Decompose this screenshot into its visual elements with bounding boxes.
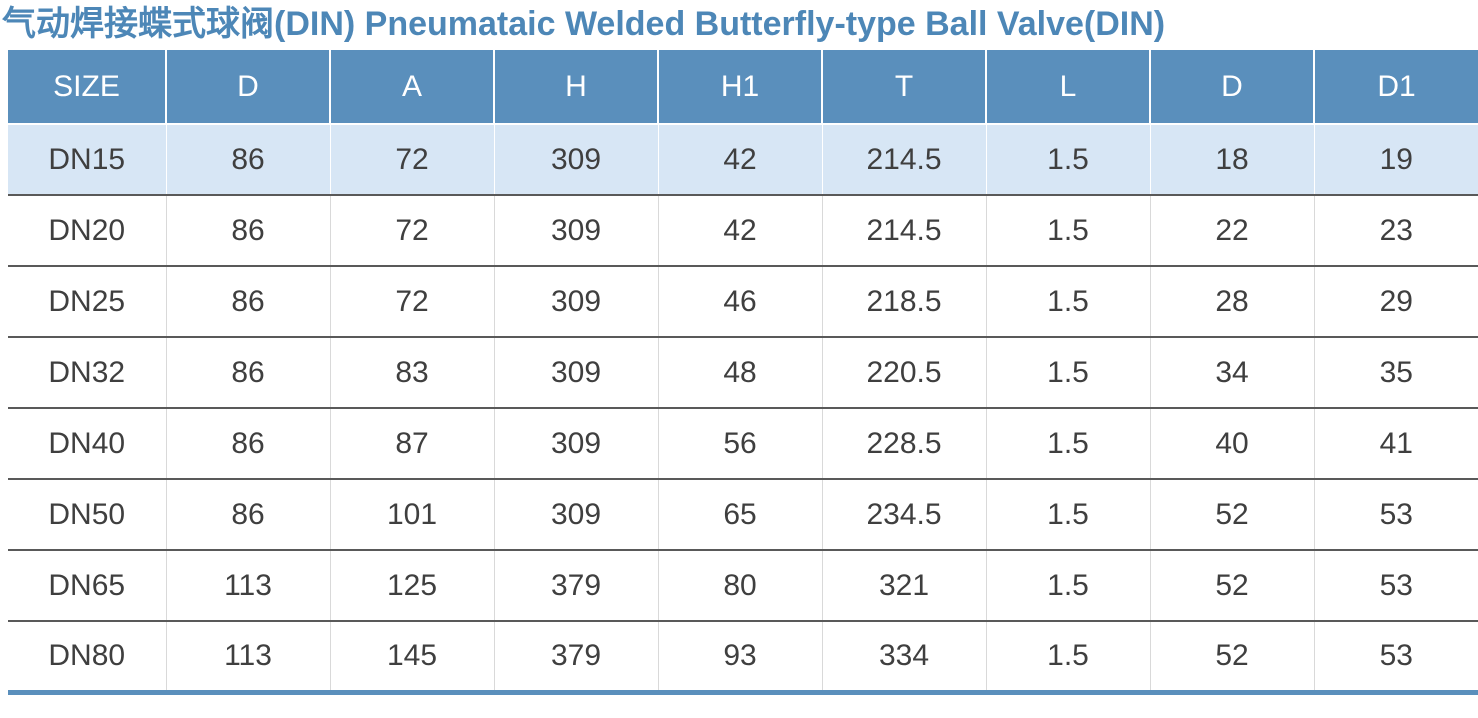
value-cell: 23: [1313, 194, 1478, 267]
value-cell: 234.5: [821, 478, 986, 551]
table-row: DN40 86 87 309 56 228.5 1.5 40 41: [8, 407, 1478, 480]
value-cell: 80: [657, 549, 822, 622]
page: 气动焊接蝶式球阀(DIN) Pneumataic Welded Butterfl…: [2, 5, 1478, 695]
value-cell: 1.5: [985, 620, 1150, 693]
value-cell: 1.5: [985, 265, 1150, 338]
size-cell: DN50: [8, 478, 166, 551]
header-cell-d1: D1: [1313, 50, 1478, 126]
value-cell: 34: [1149, 336, 1314, 409]
value-cell: 321: [821, 549, 986, 622]
header-cell-t: T: [821, 50, 986, 126]
value-cell: 334: [821, 620, 986, 693]
value-cell: 93: [657, 620, 822, 693]
value-cell: 46: [657, 265, 822, 338]
value-cell: 101: [329, 478, 494, 551]
table-row: DN25 86 72 309 46 218.5 1.5 28 29: [8, 265, 1478, 338]
size-cell: DN32: [8, 336, 166, 409]
header-cell-a: A: [329, 50, 494, 126]
value-cell: 19: [1313, 124, 1478, 196]
value-cell: 379: [493, 549, 658, 622]
table-header: SIZE D A H H1 T L D D1: [8, 50, 1478, 126]
size-cell: DN15: [8, 124, 166, 196]
value-cell: 72: [329, 124, 494, 196]
value-cell: 86: [165, 265, 330, 338]
size-cell: DN20: [8, 194, 166, 267]
value-cell: 1.5: [985, 124, 1150, 196]
value-cell: 379: [493, 620, 658, 693]
value-cell: 87: [329, 407, 494, 480]
value-cell: 28: [1149, 265, 1314, 338]
value-cell: 18: [1149, 124, 1314, 196]
header-cell-l: L: [985, 50, 1150, 126]
value-cell: 72: [329, 265, 494, 338]
value-cell: 145: [329, 620, 494, 693]
size-cell: DN25: [8, 265, 166, 338]
size-cell: DN40: [8, 407, 166, 480]
value-cell: 42: [657, 124, 822, 196]
header-cell-h: H: [493, 50, 658, 126]
value-cell: 1.5: [985, 549, 1150, 622]
value-cell: 1.5: [985, 194, 1150, 267]
value-cell: 1.5: [985, 478, 1150, 551]
value-cell: 29: [1313, 265, 1478, 338]
value-cell: 309: [493, 407, 658, 480]
table-row: DN15 86 72 309 42 214.5 1.5 18 19: [8, 124, 1478, 196]
value-cell: 309: [493, 478, 658, 551]
value-cell: 53: [1313, 478, 1478, 551]
value-cell: 309: [493, 336, 658, 409]
value-cell: 42: [657, 194, 822, 267]
page-title: 气动焊接蝶式球阀(DIN) Pneumataic Welded Butterfl…: [2, 5, 1166, 43]
size-cell: DN65: [8, 549, 166, 622]
value-cell: 22: [1149, 194, 1314, 267]
table-body: DN15 86 72 309 42 214.5 1.5 18 19 DN20 86 72 309 42 21…: [8, 124, 1478, 693]
size-cell: DN80: [8, 620, 166, 693]
header-cell-size: SIZE: [8, 50, 166, 126]
value-cell: 53: [1313, 620, 1478, 693]
value-cell: 41: [1313, 407, 1478, 480]
value-cell: 125: [329, 549, 494, 622]
table-row: DN32 86 83 309 48 220.5 1.5 34 35: [8, 336, 1478, 409]
value-cell: 48: [657, 336, 822, 409]
value-cell: 56: [657, 407, 822, 480]
value-cell: 220.5: [821, 336, 986, 409]
value-cell: 86: [165, 478, 330, 551]
table-row: DN50 86 101 309 65 234.5 1.5 52 53: [8, 478, 1478, 551]
value-cell: 228.5: [821, 407, 986, 480]
value-cell: 214.5: [821, 124, 986, 196]
value-cell: 309: [493, 265, 658, 338]
value-cell: 309: [493, 194, 658, 267]
value-cell: 83: [329, 336, 494, 409]
value-cell: 52: [1149, 620, 1314, 693]
value-cell: 309: [493, 124, 658, 196]
table-row: DN20 86 72 309 42 214.5 1.5 22 23: [8, 194, 1478, 267]
value-cell: 86: [165, 194, 330, 267]
value-cell: 40: [1149, 407, 1314, 480]
table-row: DN65 113 125 379 80 321 1.5 52 53: [8, 549, 1478, 622]
table-row: DN80 113 145 379 93 334 1.5 52 53: [8, 620, 1478, 693]
header-cell-d: D: [165, 50, 330, 126]
value-cell: 218.5: [821, 265, 986, 338]
value-cell: 113: [165, 549, 330, 622]
value-cell: 1.5: [985, 407, 1150, 480]
spec-table: SIZE D A H H1 T L D D1 DN15 86 72 309 42 214.…: [8, 50, 1478, 695]
value-cell: 53: [1313, 549, 1478, 622]
value-cell: 35: [1313, 336, 1478, 409]
value-cell: 86: [165, 336, 330, 409]
value-cell: 113: [165, 620, 330, 693]
value-cell: 72: [329, 194, 494, 267]
header-row: SIZE D A H H1 T L D D1: [8, 50, 1478, 126]
value-cell: 86: [165, 407, 330, 480]
value-cell: 52: [1149, 549, 1314, 622]
value-cell: 214.5: [821, 194, 986, 267]
value-cell: 1.5: [985, 336, 1150, 409]
value-cell: 52: [1149, 478, 1314, 551]
header-cell-h1: H1: [657, 50, 822, 126]
value-cell: 86: [165, 124, 330, 196]
header-cell-d2: D: [1149, 50, 1314, 126]
value-cell: 65: [657, 478, 822, 551]
